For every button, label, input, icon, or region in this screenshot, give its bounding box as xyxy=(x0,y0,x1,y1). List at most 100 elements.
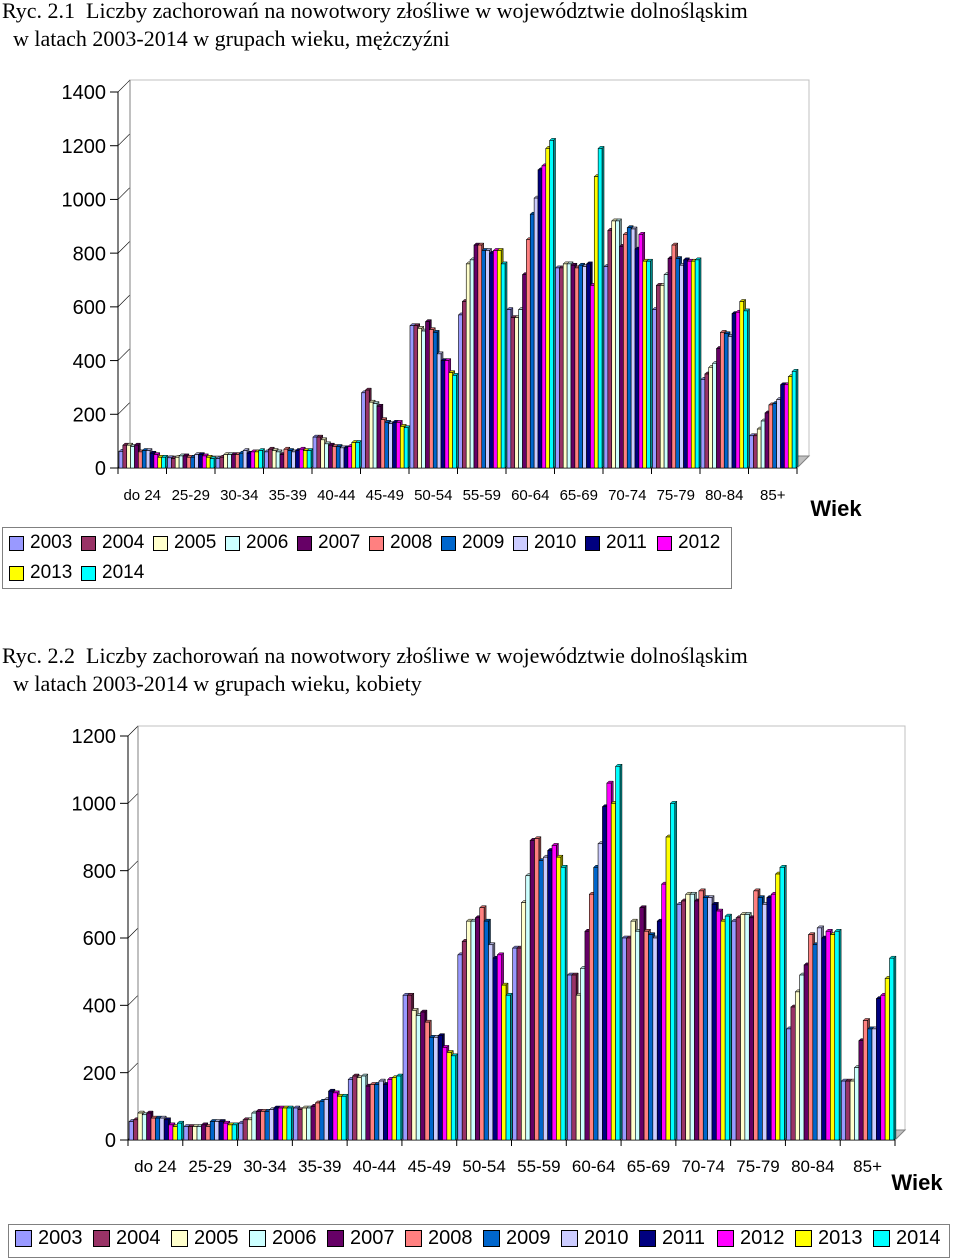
x-axis-title: Wiek xyxy=(891,1170,943,1195)
figure-caption-men: Ryc. 2.1 Liczby zachorowań na nowotwory … xyxy=(2,0,748,53)
legend-item-2010: 2010 xyxy=(561,1227,629,1250)
legend-swatch xyxy=(639,1230,656,1247)
legend-item-2008: 2008 xyxy=(369,532,432,554)
legend-swatch xyxy=(717,1230,734,1247)
x-tick-label: 40-44 xyxy=(317,487,355,504)
legend-item-2009: 2009 xyxy=(441,532,504,554)
legend-label: 2007 xyxy=(350,1227,395,1249)
bar-do 24-2014 xyxy=(161,454,169,469)
x-tick-label: do 24 xyxy=(123,487,161,504)
bar-30-34-2014 xyxy=(258,447,266,469)
legend-swatch xyxy=(249,1230,266,1247)
legend-swatch xyxy=(405,1230,422,1247)
legend-item-2014: 2014 xyxy=(81,562,144,584)
gridline-diagonal xyxy=(127,860,139,871)
legend-item-2007: 2007 xyxy=(327,1227,395,1250)
bar-35-39-2014 xyxy=(341,1093,349,1141)
legend-swatch xyxy=(93,1230,110,1247)
bar-65-69-2014 xyxy=(597,145,605,469)
legend-label: 2013 xyxy=(818,1227,863,1249)
y-tick-label: 800 xyxy=(73,243,106,265)
bar-40-44-2014 xyxy=(395,1073,404,1141)
legend-swatch xyxy=(171,1230,188,1247)
legend-swatch xyxy=(15,1230,32,1247)
bar-75-79-2014 xyxy=(779,864,787,1141)
x-tick-label: 85+ xyxy=(760,487,786,504)
legend-label: 2011 xyxy=(606,532,647,553)
y-tick-label: 1000 xyxy=(62,190,107,212)
legend-swatch xyxy=(153,535,168,551)
y-tick-label: 800 xyxy=(83,861,116,883)
bar-50-54-2014 xyxy=(452,372,460,469)
legend-swatch xyxy=(561,1230,578,1247)
legend-item-2014: 2014 xyxy=(873,1227,941,1250)
legend-item-2012: 2012 xyxy=(717,1227,785,1250)
gridline-diagonal xyxy=(127,725,139,737)
x-tick-label: 40-44 xyxy=(353,1157,396,1176)
legend-item-2003: 2003 xyxy=(15,1227,83,1250)
legend-swatch xyxy=(9,535,24,551)
x-tick-label: 50-54 xyxy=(462,1157,505,1176)
x-tick-label: 55-59 xyxy=(517,1157,560,1176)
bar-25-29-2014 xyxy=(209,455,217,469)
bar-25-29-2014 xyxy=(231,1122,240,1141)
caption-line-1: Ryc. 2.2 Liczby zachorowań na nowotwory … xyxy=(2,643,748,668)
x-tick-label: 80-84 xyxy=(705,487,743,504)
legend-men: 2003 2004 2005 2006 2007 2008 2009 2010 2011 2012… xyxy=(2,527,732,589)
gridline-diagonal xyxy=(117,240,131,254)
x-tick-label: 75-79 xyxy=(657,487,695,504)
bar-60-64-2014 xyxy=(614,763,623,1141)
legend-label: 2014 xyxy=(896,1227,941,1249)
legend-item-2005: 2005 xyxy=(171,1227,239,1250)
y-tick-label: 1400 xyxy=(62,82,107,104)
legend-swatch xyxy=(441,535,456,551)
legend-item-2011: 2011 xyxy=(639,1227,705,1250)
bar-55-59-2014 xyxy=(560,864,568,1141)
bar-40-44-2014 xyxy=(355,439,363,469)
legend-label: 2011 xyxy=(662,1227,706,1249)
legend-swatch xyxy=(81,565,96,581)
chart-men-bar: 0 200 400 600 800 1000 1200 1400 do 24 25-29 30-34… xyxy=(62,79,862,521)
bar-75-79-2014 xyxy=(694,257,702,469)
legend-label: 2003 xyxy=(38,1227,83,1249)
x-tick-label: 45-49 xyxy=(366,487,404,504)
legend-item-2003: 2003 xyxy=(9,532,72,554)
legend-label: 2005 xyxy=(174,532,217,553)
x-tick-label: 30-34 xyxy=(220,487,258,504)
bar-80-84-2014 xyxy=(743,308,751,469)
y-tick-label: 1200 xyxy=(72,726,117,748)
legend-label: 2008 xyxy=(390,532,433,553)
legend-item-2009: 2009 xyxy=(483,1227,551,1250)
legend-label: 2003 xyxy=(30,532,73,553)
legend-women: 2003 2004 2005 2006 2007 2008 2009 2010 2011 2012… xyxy=(8,1224,950,1258)
x-axis-title: Wiek xyxy=(810,496,862,521)
bar-55-59-2014 xyxy=(500,261,508,469)
legend-label: 2010 xyxy=(584,1227,629,1249)
bar-45-49-2014 xyxy=(403,425,411,469)
gridline-diagonal xyxy=(117,348,131,361)
bar-65-69-2014 xyxy=(669,800,678,1141)
legend-item-2013: 2013 xyxy=(9,562,72,584)
legend-label: 2013 xyxy=(30,562,73,583)
legend-item-2005: 2005 xyxy=(153,532,216,554)
legend-label: 2007 xyxy=(318,532,361,553)
figure-caption-women: Ryc. 2.2 Liczby zachorowań na nowotwory … xyxy=(2,642,748,698)
gridline-diagonal xyxy=(117,402,131,415)
legend-swatch xyxy=(369,535,384,551)
legend-swatch xyxy=(297,535,312,551)
x-tick-label: 70-74 xyxy=(608,487,646,504)
legend-swatch xyxy=(483,1230,500,1247)
x-tick-label: 70-74 xyxy=(682,1157,725,1176)
legend-swatch xyxy=(81,535,96,551)
legend-item-2010: 2010 xyxy=(513,532,576,554)
legend-item-2013: 2013 xyxy=(795,1227,863,1250)
x-tick-label: 30-34 xyxy=(243,1157,286,1176)
gridline-diagonal xyxy=(127,927,139,939)
x-tick-label: 80-84 xyxy=(791,1157,834,1176)
y-tick-label: 1200 xyxy=(62,136,107,158)
legend-swatch xyxy=(585,535,600,551)
legend-item-2004: 2004 xyxy=(81,532,144,554)
bar-85+-2014 xyxy=(791,368,799,469)
x-tick-label: 45-49 xyxy=(408,1157,451,1176)
